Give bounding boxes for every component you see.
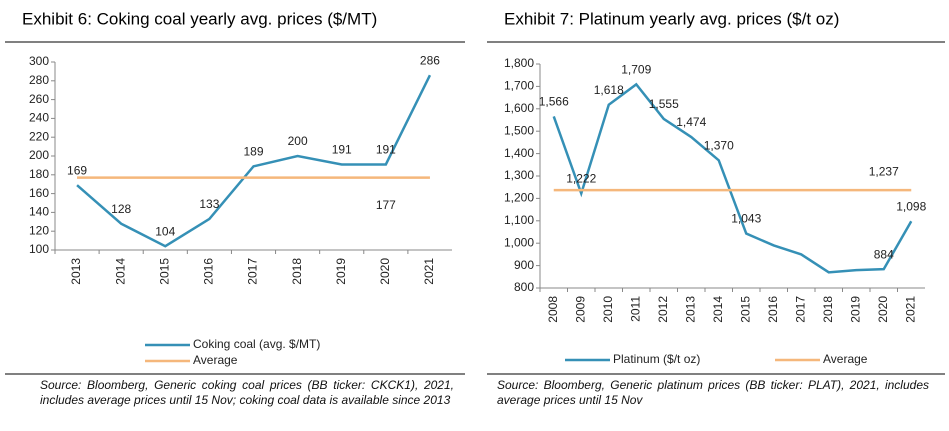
x-tick-label: 2009	[573, 296, 587, 323]
y-tick-label: 200	[29, 148, 49, 162]
data-label: 1,474	[676, 115, 706, 129]
x-tick-label: 2017	[246, 258, 260, 285]
x-tick-label: 2021	[422, 258, 436, 285]
y-tick-label: 100	[29, 242, 49, 256]
x-tick-label: 2015	[157, 258, 171, 285]
data-label: 1,237	[869, 164, 899, 178]
data-line	[552, 82, 913, 274]
x-tick-label: 2013	[683, 296, 697, 323]
data-label: 191	[332, 143, 352, 157]
y-tick-label: 1,000	[504, 235, 534, 249]
y-tick-label: 300	[29, 54, 49, 68]
data-line	[76, 74, 432, 248]
x-tick-label: 2021	[903, 296, 917, 323]
data-label: 1,555	[649, 97, 679, 111]
y-tick-label: 1,100	[504, 213, 534, 227]
data-label: 104	[155, 224, 175, 238]
x-tick-label: 2016	[766, 296, 780, 323]
x-tick-label: 2019	[334, 258, 348, 285]
x-tick-label: 2010	[601, 296, 615, 323]
legend-label: Average	[823, 352, 868, 366]
data-label: 286	[420, 53, 440, 67]
x-tick-label: 2015	[738, 296, 752, 323]
y-tick-label: 160	[29, 186, 49, 200]
legend-label: Platinum ($/t oz)	[613, 352, 700, 366]
data-label: 177	[376, 198, 396, 212]
x-tick-label: 2008	[546, 296, 560, 323]
y-tick-label: 1,200	[504, 191, 534, 205]
data-label: 200	[288, 134, 308, 148]
data-label: 1,709	[621, 63, 651, 77]
y-tick-label: 1,500	[504, 123, 534, 137]
x-tick-label: 2019	[848, 296, 862, 323]
x-tick-label: 2014	[113, 258, 127, 285]
data-label: 1,618	[594, 83, 624, 97]
y-tick-label: 120	[29, 223, 49, 237]
data-label: 189	[243, 145, 263, 159]
source-note: Source: Bloomberg, Generic platinum pric…	[497, 378, 929, 407]
x-tick-label: 2017	[793, 296, 807, 323]
y-tick-label: 1,600	[504, 101, 534, 115]
x-tick-label: 2011	[628, 296, 642, 322]
legend-label: Average	[193, 353, 238, 367]
y-tick-label: 1,300	[504, 168, 534, 182]
x-tick-label: 2013	[69, 258, 83, 285]
data-label: 169	[67, 163, 87, 177]
y-tick-label: 800	[514, 280, 534, 294]
chart-title: Exhibit 6: Coking coal yearly avg. price…	[22, 9, 377, 28]
chart-title: Exhibit 7: Platinum yearly avg. prices (…	[504, 9, 839, 28]
data-label: 1,098	[896, 199, 926, 213]
x-tick-label: 2018	[290, 258, 304, 285]
y-tick-label: 140	[29, 205, 49, 219]
y-tick-label: 240	[29, 111, 49, 125]
x-tick-label: 2014	[711, 296, 725, 323]
y-tick-label: 1,800	[504, 56, 534, 70]
y-tick-label: 180	[29, 167, 49, 181]
y-tick-label: 220	[29, 129, 49, 143]
data-label: 1,566	[539, 95, 569, 109]
y-tick-label: 900	[514, 258, 534, 272]
source-note: Source: Bloomberg, Generic coking coal p…	[40, 378, 454, 407]
x-tick-label: 2012	[656, 296, 670, 323]
y-tick-label: 260	[29, 92, 49, 106]
x-tick-label: 2018	[821, 296, 835, 323]
x-tick-label: 2020	[378, 258, 392, 285]
data-label: 1,370	[704, 138, 734, 152]
data-label: 128	[111, 202, 131, 216]
x-tick-label: 2016	[202, 258, 216, 285]
legend-label: Coking coal (avg. $/MT)	[193, 337, 320, 351]
data-label: 133	[199, 197, 219, 211]
y-tick-label: 1,700	[504, 79, 534, 93]
x-tick-label: 2020	[876, 296, 890, 323]
data-label: 884	[874, 247, 894, 261]
y-tick-label: 1,400	[504, 146, 534, 160]
data-label: 1,043	[731, 212, 761, 226]
data-label: 191	[376, 143, 396, 157]
y-tick-label: 280	[29, 73, 49, 87]
data-label: 1,222	[566, 172, 596, 186]
